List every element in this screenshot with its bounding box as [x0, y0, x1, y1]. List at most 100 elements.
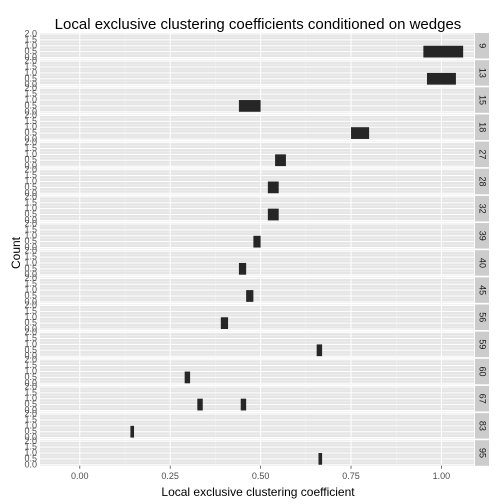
facet-strip-label: 45	[478, 285, 488, 295]
facet-strip	[475, 440, 489, 466]
y-tick-label: 1.0	[24, 366, 37, 376]
y-tick-label: 1.5	[24, 34, 37, 44]
histogram-bar	[238, 100, 261, 112]
facet-strip	[475, 195, 489, 222]
y-tick-label: 0.5	[24, 100, 37, 110]
y-tick-label: 0.0	[24, 188, 37, 198]
y-tick-label: 0.0	[24, 324, 37, 334]
y-tick-label: 1.5	[24, 414, 37, 424]
y-tick-label: 0.0	[24, 52, 37, 62]
y-tick-label: 0.5	[24, 128, 37, 138]
y-tick-label: 2.0	[24, 327, 37, 337]
y-tick-label: 0.0	[24, 79, 37, 89]
y-tick-label: 2.0	[24, 436, 37, 446]
facet-strip-label: 59	[478, 339, 488, 349]
histogram-bar	[184, 371, 191, 384]
facet-strip-label: 39	[478, 231, 488, 241]
y-tick-label: 2.0	[24, 110, 37, 120]
facet-panel: 0.00.51.01.52.056	[24, 300, 489, 334]
y-tick-label: 1.5	[24, 143, 37, 153]
histogram-bar	[316, 344, 323, 357]
y-tick-label: 1.0	[24, 176, 37, 186]
y-tick-label: 2.0	[24, 300, 37, 310]
y-tick-label: 0.0	[24, 432, 37, 442]
facet-strip	[475, 87, 489, 113]
histogram-bar	[130, 425, 135, 438]
y-tick-label: 2.0	[24, 409, 37, 419]
facet-strip-label: 67	[478, 394, 488, 404]
histogram-bar	[267, 208, 279, 221]
y-axis-title: Count	[9, 236, 23, 269]
histogram-bar	[238, 262, 247, 275]
facet-strip	[475, 331, 489, 358]
histogram-bar	[267, 181, 279, 194]
y-tick-label: 2.0	[24, 29, 37, 39]
facet-panels: 0.00.51.01.52.090.00.51.01.52.0130.00.51…	[24, 29, 489, 469]
y-tick-label: 2.0	[24, 56, 37, 66]
y-tick-label: 1.5	[24, 89, 37, 99]
y-tick-label: 1.5	[24, 360, 37, 370]
y-tick-label: 1.0	[24, 40, 37, 50]
y-tick-label: 1.0	[24, 95, 37, 105]
facet-panel: 0.00.51.01.52.0 39	[24, 219, 489, 252]
y-tick-label: 1.0	[24, 203, 37, 213]
y-tick-label: 0.5	[24, 236, 37, 246]
facet-strip	[475, 304, 489, 330]
x-tick-label: 0.00	[71, 471, 89, 481]
y-tick-label: 1.5	[24, 306, 37, 316]
y-tick-label: 1.0	[24, 149, 37, 159]
y-tick-label: 2.0	[24, 219, 37, 229]
facet-strip-label: 32	[478, 204, 488, 214]
facet-strip-label: 13	[478, 68, 488, 78]
histogram-bar	[318, 453, 323, 465]
facet-strip-label: 9	[478, 43, 488, 48]
y-tick-label: 2.0	[24, 137, 37, 147]
y-tick-label: 2.0	[24, 191, 37, 201]
facet-strip	[475, 33, 489, 59]
x-axis: 0.00 0.25 0.50 0.75 1.00	[71, 465, 450, 481]
facet-strip-label: 15	[478, 95, 488, 105]
histogram-bar	[220, 317, 229, 329]
y-tick-label: 1.0	[24, 312, 37, 322]
facet-strip	[475, 358, 489, 385]
facet-strip	[475, 141, 489, 168]
y-tick-label: 0.0	[24, 269, 37, 279]
facet-strip	[475, 250, 489, 276]
x-axis-title: Local exclusive clustering coefficient	[161, 485, 355, 499]
histogram-bar	[423, 45, 464, 58]
y-tick-label: 2.0	[24, 354, 37, 364]
y-tick-label: 0.5	[24, 46, 37, 56]
facet-panel: 0.00.51.01.52.0 83	[24, 409, 489, 442]
y-tick-label: 1.0	[24, 230, 37, 240]
y-tick-label: 1.5	[24, 116, 37, 126]
y-tick-label: 0.0	[24, 351, 37, 361]
y-tick-label: 0.5	[24, 318, 37, 328]
y-tick-label: 1.5	[24, 252, 37, 262]
y-tick-label: 0.5	[24, 209, 37, 219]
y-tick-label: 0.0	[24, 296, 37, 306]
histogram-bar	[197, 398, 203, 411]
y-tick-label: 0.0	[24, 242, 37, 252]
x-tick-label: 0.75	[342, 471, 360, 481]
facet-panel: 0.00.51.01.52.0 15	[24, 83, 489, 116]
y-tick-label: 0.5	[24, 453, 37, 463]
facet-strip-label: 83	[478, 421, 488, 431]
facet-strip	[475, 413, 489, 439]
facet-panel: 0.00.51.01.52.067	[24, 381, 489, 415]
y-tick-label: 1.5	[24, 62, 37, 72]
y-tick-label: 0.0	[24, 459, 37, 469]
y-tick-label: 0.5	[24, 290, 37, 300]
facet-strip-label: 40	[478, 258, 488, 268]
facet-panel: 0.00.51.01.52.0 13	[24, 56, 489, 89]
histogram-bar	[240, 398, 247, 411]
facet-strip-label: 18	[478, 122, 488, 132]
histogram-bar	[275, 154, 286, 167]
facet-strip	[475, 223, 489, 249]
y-tick-label: 2.0	[24, 381, 37, 391]
y-tick-label: 2.0	[24, 164, 37, 174]
facet-panel: 0.00.51.01.52.0 40	[24, 246, 489, 279]
facet-panel: 0.00.51.01.52.0 95	[24, 436, 489, 469]
y-tick-label: 0.5	[24, 263, 37, 273]
y-tick-label: 0.0	[24, 215, 37, 225]
y-tick-label: 1.0	[24, 420, 37, 430]
